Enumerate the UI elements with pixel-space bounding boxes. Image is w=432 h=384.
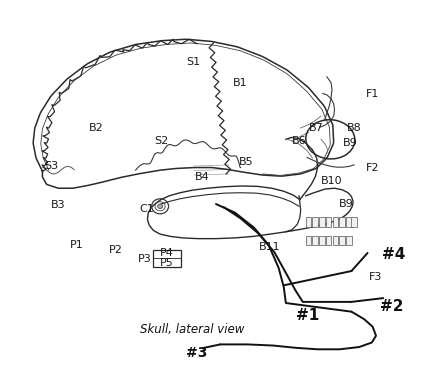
Bar — [312, 237, 318, 245]
Text: F3: F3 — [369, 271, 383, 282]
Text: P2: P2 — [109, 245, 123, 255]
Text: B6: B6 — [292, 136, 307, 146]
Text: S1: S1 — [186, 57, 200, 67]
Text: B3: B3 — [51, 200, 66, 210]
Text: S2: S2 — [155, 136, 169, 146]
Bar — [326, 217, 331, 227]
Text: P1: P1 — [70, 240, 84, 250]
Text: F1: F1 — [366, 89, 380, 99]
Bar — [346, 237, 352, 245]
Text: P4: P4 — [160, 248, 174, 258]
Text: B8: B8 — [347, 123, 362, 133]
Bar — [333, 217, 338, 227]
Text: B9: B9 — [343, 138, 358, 148]
Text: B1: B1 — [233, 78, 248, 88]
Text: B2: B2 — [89, 123, 104, 133]
Text: #4: #4 — [382, 247, 406, 262]
Bar — [319, 217, 324, 227]
Bar — [319, 237, 324, 245]
Text: B7: B7 — [309, 123, 324, 133]
Bar — [333, 237, 338, 245]
Text: B9: B9 — [339, 199, 353, 209]
Text: #1: #1 — [296, 308, 320, 323]
Text: Skull, lateral view: Skull, lateral view — [140, 323, 244, 336]
Text: S3: S3 — [44, 161, 59, 170]
Bar — [305, 217, 311, 227]
Text: B10: B10 — [321, 176, 343, 186]
Text: P3: P3 — [138, 254, 152, 264]
Bar — [346, 217, 352, 227]
Text: F2: F2 — [366, 162, 380, 172]
Text: #2: #2 — [380, 299, 404, 314]
Bar — [305, 237, 311, 245]
Text: #3: #3 — [185, 346, 207, 360]
Bar — [340, 237, 345, 245]
Bar — [312, 217, 318, 227]
Text: B5: B5 — [239, 157, 254, 167]
Bar — [340, 217, 345, 227]
Bar — [153, 250, 181, 266]
Text: P5: P5 — [160, 258, 174, 268]
Bar — [326, 237, 331, 245]
Text: B4: B4 — [195, 172, 210, 182]
Text: C1: C1 — [139, 204, 154, 214]
Bar — [351, 217, 357, 227]
Text: B11: B11 — [259, 242, 281, 252]
Circle shape — [158, 204, 163, 209]
